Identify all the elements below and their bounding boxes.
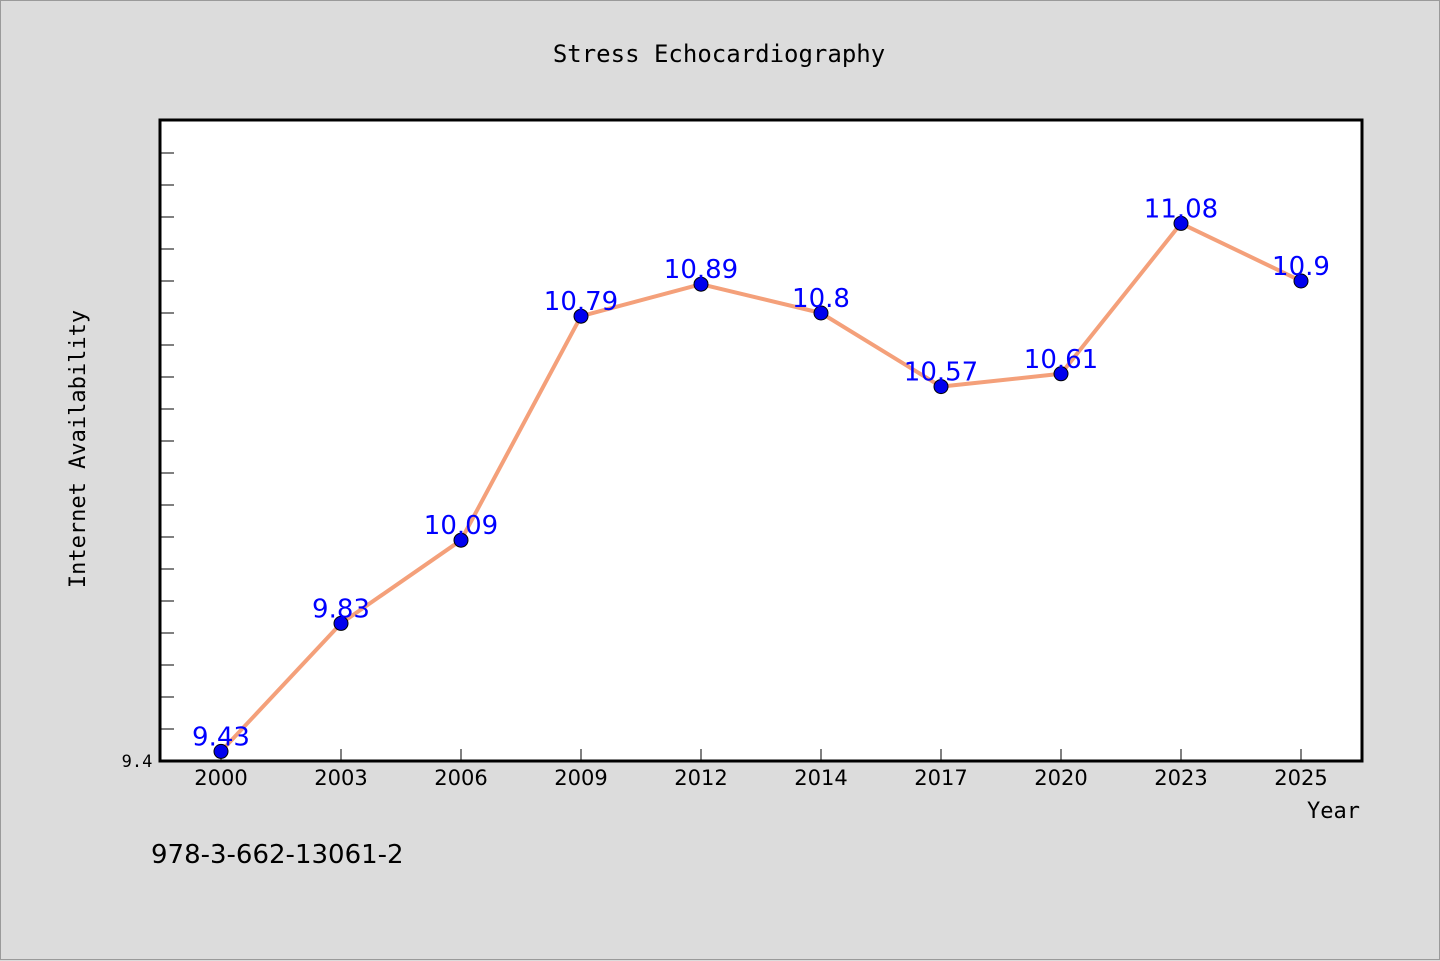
x-tick-label: 2000 [194,766,247,790]
data-label: 9.83 [312,594,370,624]
data-label: 10.9 [1272,252,1330,282]
y-axis-ticks [161,152,174,730]
x-axis-label: Year [1307,799,1360,824]
data-point [453,532,469,548]
x-tick-label: 2017 [914,766,967,790]
data-label: 9.43 [192,722,250,752]
series-line [219,221,1303,754]
x-axis-ticks [220,749,1302,761]
plot-area [158,118,1364,763]
x-tick-label: 2020 [1034,766,1087,790]
x-tick-label: 2012 [674,766,727,790]
data-label: 10.09 [424,511,498,541]
data-markers [213,215,1309,759]
x-tick-label: 2023 [1154,766,1207,790]
data-point [573,308,589,324]
data-point [1173,215,1189,231]
x-tick-label: 2009 [554,766,607,790]
data-point [1293,273,1309,289]
data-point [693,276,709,292]
data-point [1053,366,1069,382]
data-point [813,305,829,321]
data-point [333,615,349,631]
data-point [213,743,229,759]
y-tick-label: 9.4 [122,752,153,772]
y-axis-label: Internet Availability [66,310,91,588]
x-tick-label: 2003 [314,766,367,790]
x-tick-label: 2006 [434,766,487,790]
x-tick-label: 2014 [794,766,847,790]
data-label: 11.08 [1144,194,1218,224]
x-tick-labels: 2000 2003 2006 2009 2012 2014 2017 2020 2023 2025 [194,766,1327,790]
data-label: 10.89 [664,255,738,285]
x-tick-label: 2025 [1274,766,1327,790]
isbn-annotation: 978-3-662-13061-2 [151,840,404,870]
data-point [933,379,949,395]
data-label: 10.61 [1024,345,1098,375]
data-label: 10.57 [904,358,978,388]
data-label: 10.8 [792,284,850,314]
data-value-labels: 9.43 9.83 10.09 10.79 10.89 10.8 10.57 10.61 11.… [192,194,1330,752]
chart-title: Stress Echocardiography [553,40,885,68]
data-label: 10.79 [544,287,618,317]
